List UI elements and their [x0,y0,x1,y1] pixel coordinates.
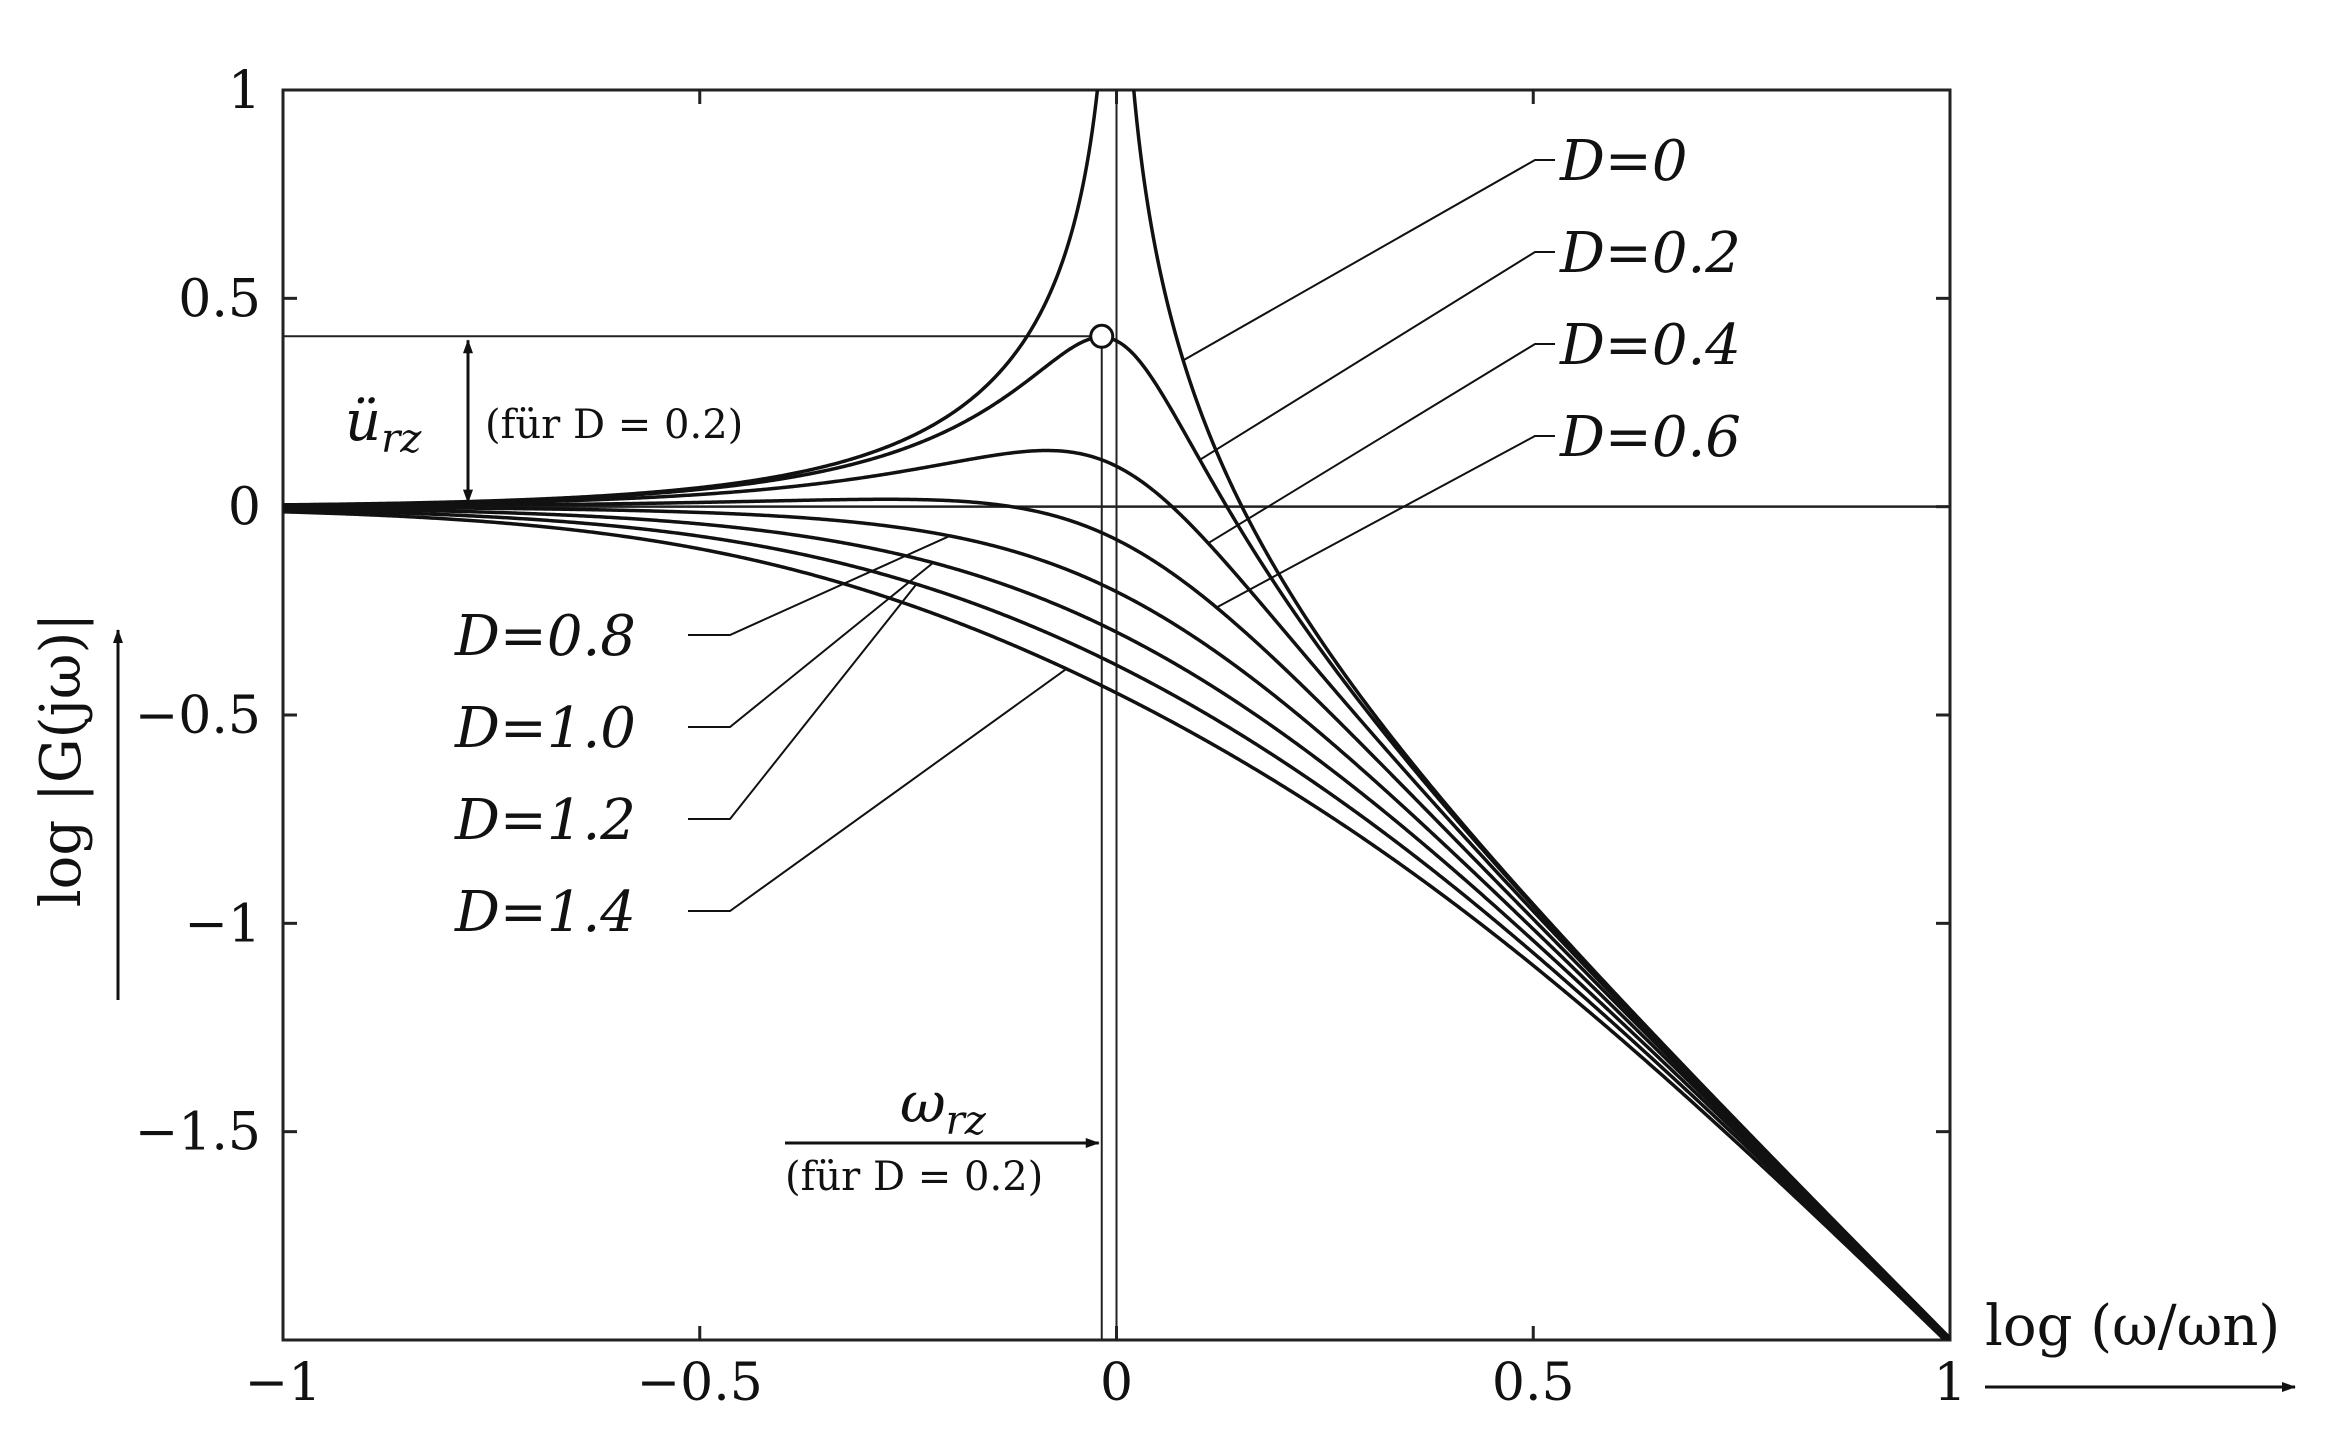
series-label-d-0-4: D=0.4 [1559,313,1741,378]
series-label-d-0-2-leader [1199,251,1555,461]
x-tick-label-3: 0.5 [1492,1353,1575,1413]
series-label-d-0-6-leader [1216,435,1555,609]
curve-d-0-6 [283,497,1950,1340]
curves-group [283,90,1950,1340]
series-label-d-1-4-leader [688,668,1068,912]
series-label-d-1-0: D=1.0 [454,696,636,761]
series-label-d-1-0-leader [688,561,934,728]
u-rz-label: ürz [345,389,422,462]
axis-ticks [281,88,1952,1340]
y-tick-label-3: −0.5 [135,686,261,746]
series-label-d-0: D=0 [1559,129,1687,194]
curve-d-1-4 [283,510,1948,1340]
series-label-d-1-2: D=1.2 [454,788,636,853]
y-axis-label: log |G(jω)| [29,613,94,907]
curve-d-0-4 [283,448,1950,1340]
x-axis-label: log (ω/ωn) [1985,1294,2280,1359]
reference-lines [283,90,1950,1340]
x-tick-label-1: −0.5 [637,1353,763,1413]
omega-rz-note: (für D = 0.2) [785,1154,1043,1200]
series-label-d-0-8: D=0.8 [454,604,636,669]
series-labels: D=0 D=0.2 D=0.4 D=0.6 D=0.8 D=1.0 D=1.2 D=1.4 [454,129,1741,945]
x-tick-label-0: −1 [245,1353,322,1413]
y-tick-label-2: 0 [228,478,261,538]
y-axis-label-group: log |G(jω)| [29,613,94,907]
y-tick-label-4: −1 [184,894,261,954]
series-label-d-1-2-leader [688,583,918,820]
y-tick-label-1: 0.5 [178,269,261,329]
omega-rz-label: ωrz [900,1071,987,1144]
series-label-d-0-leader [1182,159,1555,362]
y-tick-label-5: −1.5 [135,1103,261,1163]
y-tick-label-0: 1 [228,61,261,121]
tick-labels: −1 −0.5 0 0.5 1 1 0.5 0 −0.5 −1 −1.5 [135,61,1967,1413]
curve-d-1-2 [283,508,1950,1340]
curve-d-1-0 [283,506,1950,1340]
x-tick-label-2: 0 [1100,1353,1133,1413]
resonance-marker [1089,323,1115,349]
series-label-d-0-8-leader [688,534,951,636]
series-label-d-0-2: D=0.2 [1559,221,1741,286]
curve-d-0-8 [283,505,1950,1340]
x-tick-label-4: 1 [1933,1353,1966,1413]
u-rz-note: (für D = 0.2) [485,402,743,448]
series-label-d-0-6: D=0.6 [1559,405,1741,470]
series-label-d-1-4: D=1.4 [454,880,636,945]
series-label-d-0-4-leader [1207,343,1555,545]
